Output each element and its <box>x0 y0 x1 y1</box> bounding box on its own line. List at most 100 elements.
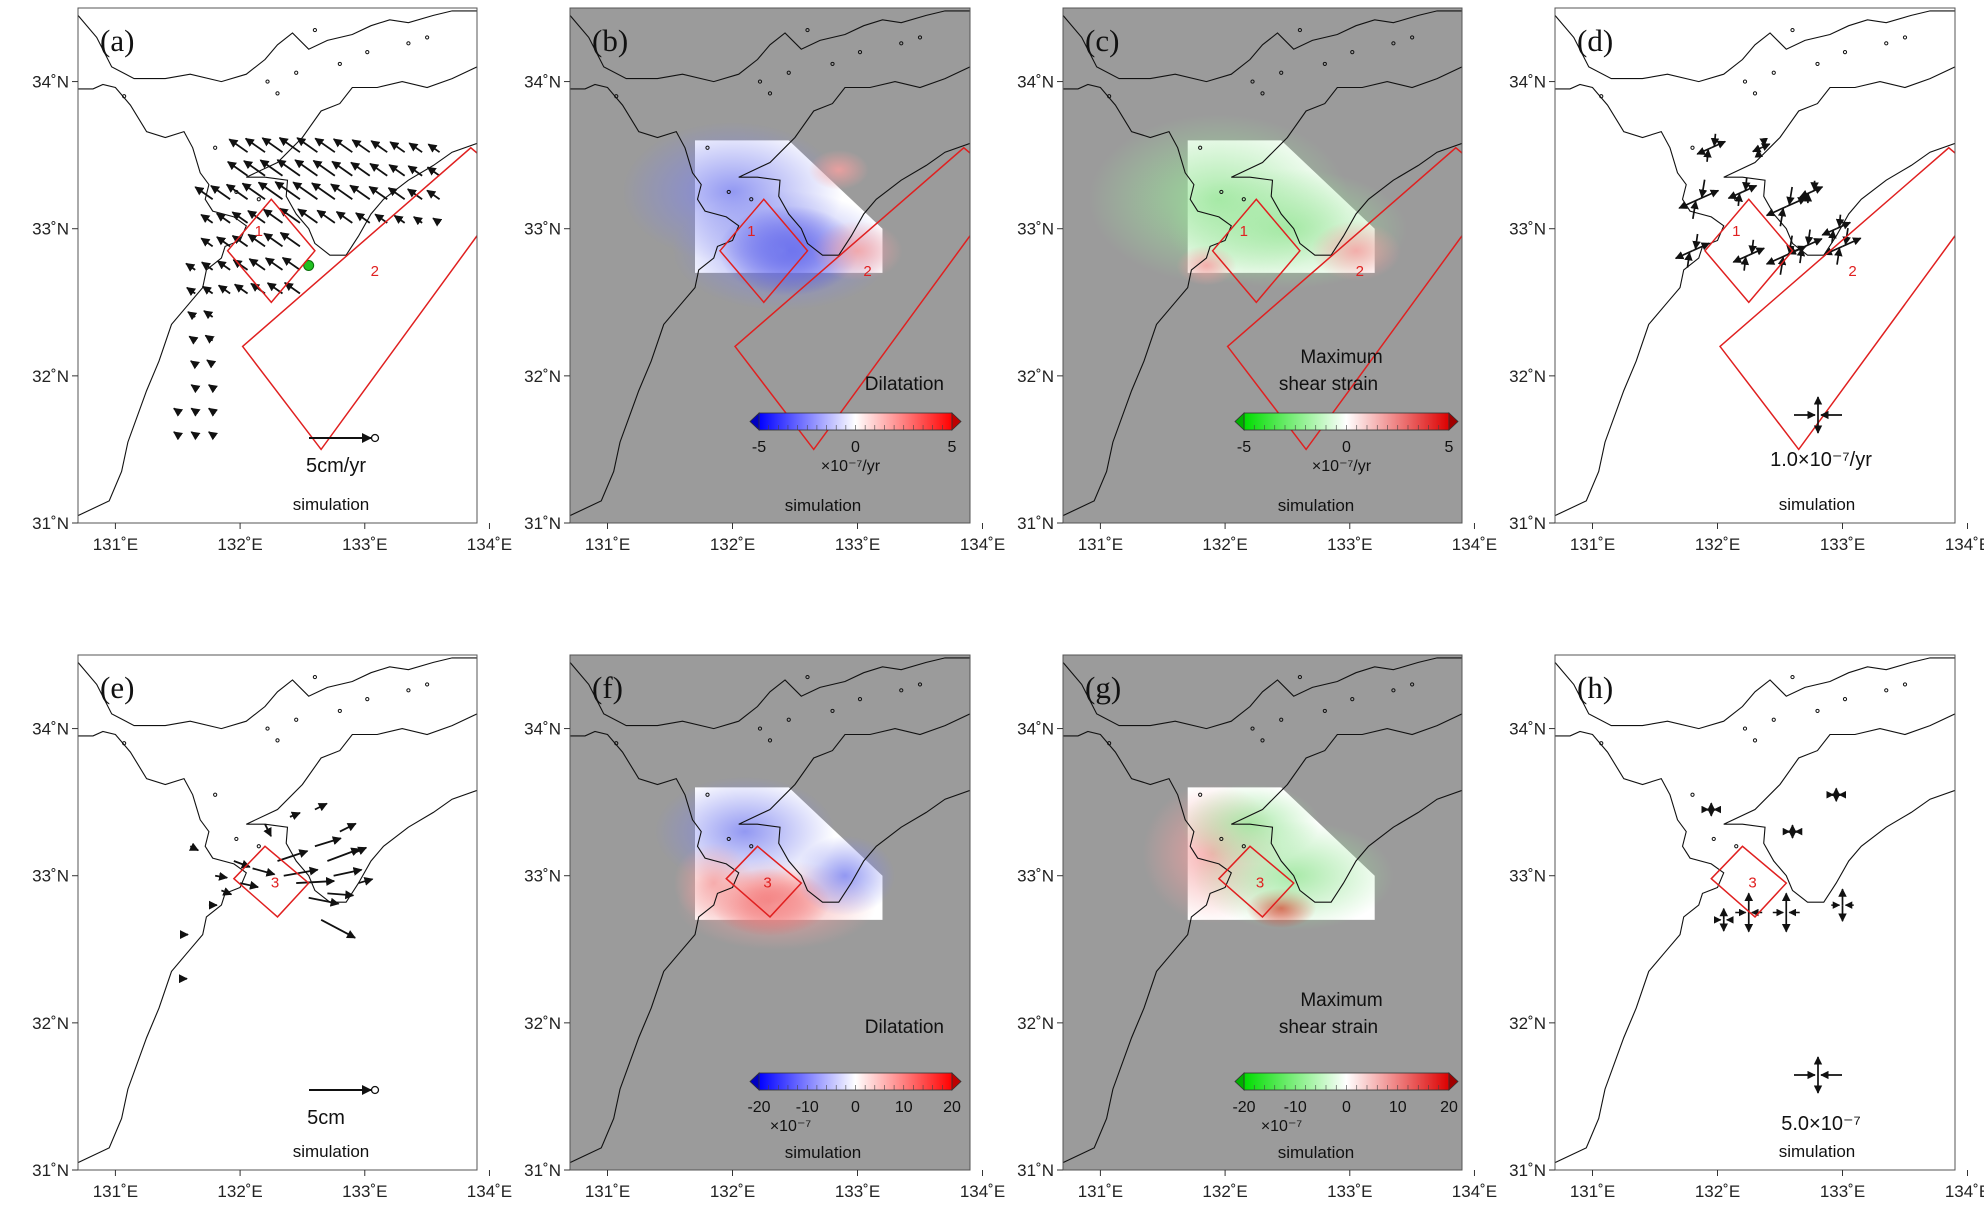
lon-tick-label: 131˚E <box>1570 1182 1615 1201</box>
island <box>1198 145 1203 150</box>
lon-tick-label: 134˚E <box>960 1182 1005 1201</box>
colorbar-tick-label: 5 <box>1445 439 1454 456</box>
lon-tick-label: 132˚E <box>1202 535 1247 554</box>
colorbar-unit: ×10⁻⁷ <box>1261 1118 1303 1135</box>
lon-tick-label: 134˚E <box>1452 535 1497 554</box>
lat-tick-label: 34˚N <box>32 73 69 92</box>
island <box>705 145 710 150</box>
colorbar: -20 -10 0 10 20 ×10⁻⁷ Dilatation <box>747 1017 962 1135</box>
island <box>1599 741 1604 746</box>
panel-label: (a) <box>100 23 134 58</box>
velocity-arrow <box>202 285 214 295</box>
lat-tick-label: 33˚N <box>524 867 561 886</box>
strain-field <box>654 776 896 951</box>
velocity-arrow <box>244 137 266 153</box>
velocity-arrow <box>173 431 184 441</box>
coastline-honshu <box>78 10 477 83</box>
lat-tick-label: 34˚N <box>524 73 561 92</box>
lon-tick-label: 132˚E <box>217 1182 262 1201</box>
lat-tick-label: 34˚N <box>524 720 561 739</box>
map-area: 12 <box>1555 8 1955 523</box>
field-blob <box>673 843 754 924</box>
velocity-arrow <box>208 384 218 394</box>
lon-tick-label: 132˚E <box>710 535 755 554</box>
colorbar-tick-label: -5 <box>752 439 766 456</box>
velocity-arrow <box>333 867 363 877</box>
lat-tick-label: 33˚N <box>1017 867 1054 886</box>
lon-tick-label: 132˚E <box>217 535 262 554</box>
velocity-arrow <box>296 877 336 886</box>
panel-label: (b) <box>592 23 628 58</box>
principal-strain-glyph <box>1692 233 1701 250</box>
island <box>256 197 261 202</box>
colorbar-tick-label: 20 <box>943 1099 961 1116</box>
map-panel-e: 3 34˚N 33˚N 32˚N 31˚N 131˚E 132˚E 133˚E 134˚E (e)… <box>32 654 512 1201</box>
fault-rectangle-2 <box>241 146 477 451</box>
velocity-arrow <box>413 216 423 226</box>
island <box>1842 50 1848 55</box>
island <box>1107 94 1112 99</box>
island <box>1815 61 1820 67</box>
colorbar-title: Dilatation <box>865 1017 944 1038</box>
island <box>1884 41 1889 46</box>
lat-tick-label: 32˚N <box>32 1014 69 1033</box>
map-area: 12 <box>570 8 970 523</box>
coastline-honshu <box>1063 657 1462 730</box>
lon-tick-label: 133˚E <box>342 535 387 554</box>
island <box>805 27 810 33</box>
island <box>857 697 863 702</box>
island <box>726 836 731 842</box>
velocity-vectors <box>173 137 443 441</box>
velocity-arrow <box>247 233 266 248</box>
colorbar: -5 0 5 ×10⁻⁷/yr Dilatation <box>749 374 962 475</box>
velocity-arrow <box>339 822 357 833</box>
map-content: 12 <box>78 8 477 523</box>
coastline-kyushu <box>78 83 247 517</box>
velocity-arrow <box>215 871 229 881</box>
lat-tick-label: 33˚N <box>1017 220 1054 239</box>
island <box>1250 726 1255 731</box>
island <box>1599 94 1604 99</box>
island <box>275 91 280 96</box>
fault-rectangle-3 <box>232 845 310 918</box>
lon-tick-label: 132˚E <box>1695 1182 1740 1201</box>
island <box>899 41 904 46</box>
velocity-arrow <box>233 283 249 295</box>
velocity-arrow <box>252 867 276 877</box>
velocity-arrow <box>427 143 441 153</box>
lon-tick-label: 134˚E <box>1945 535 1984 554</box>
velocity-arrow <box>370 140 388 153</box>
colorbar: -5 0 5 ×10⁻⁷/yr Maximum shear strain <box>1234 347 1459 475</box>
coastline-kyushu <box>78 730 247 1164</box>
island <box>122 94 127 99</box>
island <box>830 708 835 714</box>
strain-field <box>622 121 903 311</box>
velocity-arrow <box>215 212 231 224</box>
principal-strain-glyph <box>1777 256 1787 275</box>
velocity-arrow <box>190 407 201 417</box>
colorbar-title: Maximum <box>1300 990 1382 1011</box>
map-content: 12 <box>570 8 970 523</box>
velocity-arrow <box>369 162 388 177</box>
coastline-honshu <box>78 657 477 730</box>
lon-tick-label: 131˚E <box>585 535 630 554</box>
lat-tick-label: 31˚N <box>32 1161 69 1180</box>
colorbar-tick-label: 0 <box>1342 1099 1351 1116</box>
map-content: 3 <box>570 655 970 1170</box>
strain-field <box>1088 114 1408 289</box>
coastline-shikoku <box>1723 713 1955 903</box>
lon-tick-label: 133˚E <box>835 535 880 554</box>
island <box>1771 717 1776 722</box>
fault-rectangle-1 <box>226 198 316 304</box>
velocity-arrow <box>259 159 284 177</box>
coastline-shikoku <box>246 713 477 903</box>
map-area: 3 <box>78 655 477 1170</box>
field-blob <box>794 835 896 916</box>
principal-strain-glyph <box>1703 148 1712 162</box>
island <box>294 717 299 722</box>
island <box>749 844 754 849</box>
velocity-arrow <box>228 138 249 153</box>
velocity-arrow <box>311 182 336 201</box>
principal-strain-glyph <box>1777 207 1787 227</box>
